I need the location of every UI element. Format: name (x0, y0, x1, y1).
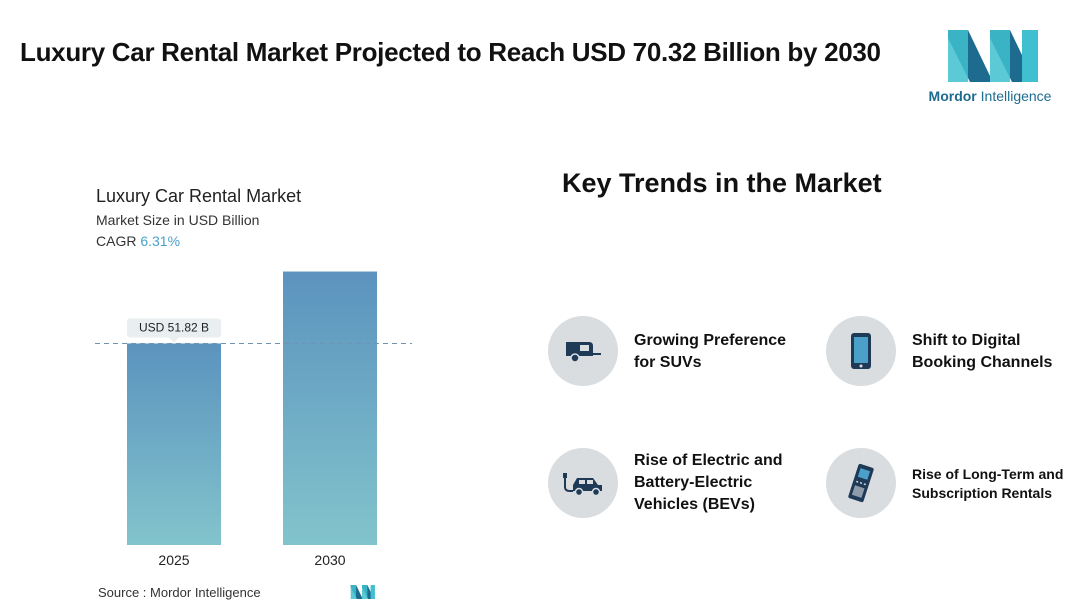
labels-layer: USD 51.82 B2025USD 70.32 B2030 (127, 270, 346, 568)
trend-label-line: Rise of Long-Term and (912, 466, 1064, 482)
data-label-pill (127, 318, 221, 338)
logo-wordmark: Mordor Intelligence (926, 88, 1054, 104)
trend-icon-circle (826, 448, 896, 518)
logo-wordmark-rest: Intelligence (976, 88, 1052, 104)
mordor-logo-mark-icon (948, 30, 1038, 82)
cagr-value: 6.31% (140, 233, 181, 249)
trend-label-line: Booking Channels (912, 354, 1053, 371)
bars-layer (127, 271, 377, 545)
trend-label-line: Shift to Digital (912, 332, 1021, 349)
logo-wordmark-bold: Mordor (928, 88, 977, 104)
trend-label-line: Subscription Rentals (912, 485, 1053, 501)
chart-cagr: CAGR 6.31% (96, 233, 180, 249)
chart-subtitle: Market Size in USD Billion (96, 212, 260, 228)
bar-2025 (127, 343, 221, 545)
trend-icon-circle (826, 316, 896, 386)
trend-item-subscription: Rise of Long-Term and Subscription Renta… (826, 448, 1078, 520)
trend-icon-circle (548, 316, 618, 386)
data-label-pointer (329, 270, 331, 271)
trend-icon-circle (548, 448, 618, 518)
trend-item-digital: Shift to Digital Booking Channels (826, 316, 1076, 388)
bar-chart: USD 51.82 B2025USD 70.32 B2030 (95, 270, 412, 568)
mordor-logo: Mordor Intelligence (926, 28, 1054, 108)
trend-label-line: Rise of Electric and (634, 452, 783, 469)
x-tick-label: 2030 (314, 552, 345, 568)
trend-label-line: Vehicles (BEVs) (634, 496, 755, 513)
trend-label: Growing Preference for SUVs (634, 330, 786, 374)
chart-title: Luxury Car Rental Market (96, 186, 302, 206)
trend-label-line: Growing Preference (634, 332, 787, 349)
ticket-icon (848, 463, 874, 503)
trend-label-line: Battery-Electric (634, 474, 753, 491)
trend-item-suvs: Growing Preference for SUVs (548, 316, 818, 388)
trends-title: Key Trends in the Market (562, 168, 882, 198)
source-logo-icon (350, 585, 375, 599)
trend-label: Rise of Electric and Battery-Electric Ve… (634, 450, 783, 516)
page-title: Luxury Car Rental Market Projected to Re… (20, 37, 881, 67)
trend-label: Shift to Digital Booking Channels (912, 330, 1052, 374)
data-label: USD 51.82 B (139, 320, 209, 334)
trend-item-bevs: Rise of Electric and Battery-Electric Ve… (548, 448, 818, 520)
bar-2030 (283, 271, 377, 545)
trend-label-line: for SUVs (634, 354, 702, 371)
source-text: Source : Mordor Intelligence (98, 585, 261, 600)
data-label-pointer (169, 337, 179, 343)
electric-car-icon (563, 473, 602, 497)
camper-trailer-icon (566, 342, 601, 363)
trend-label: Rise of Long-Term and Subscription Renta… (912, 465, 1063, 503)
smartphone-icon (851, 333, 871, 369)
cagr-label: CAGR (96, 233, 137, 249)
x-tick-label: 2025 (158, 552, 189, 568)
